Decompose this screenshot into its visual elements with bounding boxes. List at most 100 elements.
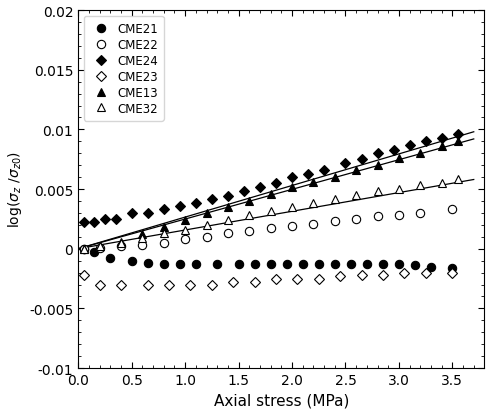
- Legend: CME21, CME22, CME24, CME23, CME13, CME32: CME21, CME22, CME24, CME23, CME13, CME32: [84, 17, 164, 121]
- CME24: [209, 197, 215, 202]
- CME32: [246, 213, 252, 218]
- CME24: [439, 136, 444, 141]
- CME32: [455, 178, 461, 183]
- CME24: [113, 217, 119, 222]
- CME32: [203, 223, 209, 228]
- CME32: [118, 241, 124, 246]
- CME13: [289, 185, 295, 190]
- CME21: [214, 262, 220, 267]
- CME21: [107, 256, 113, 261]
- CME22: [449, 207, 455, 212]
- CME22: [81, 247, 87, 252]
- CME22: [374, 214, 380, 219]
- CME21: [161, 262, 167, 267]
- CME22: [353, 217, 359, 222]
- Line: CME23: CME23: [80, 269, 456, 288]
- CME23: [449, 271, 455, 275]
- CME21: [300, 262, 306, 267]
- CME24: [177, 204, 183, 209]
- CME21: [380, 262, 386, 267]
- CME32: [289, 205, 295, 210]
- CME23: [401, 271, 407, 275]
- CME22: [140, 243, 146, 248]
- CME23: [337, 274, 343, 279]
- CME23: [97, 282, 102, 287]
- CME24: [161, 207, 167, 212]
- CME13: [396, 156, 402, 161]
- CME22: [417, 211, 423, 216]
- CME32: [140, 236, 146, 241]
- CME22: [268, 226, 273, 231]
- CME32: [225, 218, 231, 223]
- CME24: [145, 211, 150, 216]
- CME24: [407, 143, 413, 148]
- CME23: [81, 273, 87, 278]
- CME13: [353, 168, 359, 173]
- CME21: [364, 262, 370, 267]
- CME21: [284, 262, 290, 267]
- CME32: [332, 197, 338, 202]
- CME24: [241, 190, 247, 195]
- CME22: [289, 224, 295, 229]
- CME24: [225, 194, 231, 199]
- CME23: [423, 271, 429, 275]
- CME13: [311, 180, 317, 185]
- CME21: [252, 262, 258, 267]
- CME21: [268, 262, 273, 267]
- CME32: [268, 209, 273, 214]
- CME32: [396, 187, 402, 192]
- CME13: [81, 247, 87, 252]
- CME24: [305, 172, 311, 177]
- CME23: [252, 280, 258, 285]
- CME23: [230, 280, 236, 285]
- CME22: [203, 235, 209, 240]
- Line: CME24: CME24: [80, 131, 461, 226]
- CME13: [182, 218, 188, 223]
- CME22: [396, 213, 402, 218]
- CME21: [177, 262, 183, 267]
- CME21: [316, 262, 322, 267]
- CME13: [455, 140, 461, 145]
- CME22: [118, 244, 124, 249]
- CME13: [439, 144, 444, 149]
- CME22: [161, 241, 167, 246]
- CME23: [145, 282, 150, 287]
- CME24: [81, 221, 87, 225]
- CME23: [188, 282, 194, 287]
- CME32: [417, 183, 423, 188]
- CME24: [359, 157, 365, 162]
- CME24: [374, 152, 380, 157]
- CME24: [273, 181, 279, 186]
- CME32: [97, 244, 102, 249]
- CME13: [225, 205, 231, 210]
- CME24: [391, 148, 396, 153]
- CME32: [374, 190, 380, 195]
- CME24: [423, 140, 429, 145]
- CME21: [193, 262, 199, 267]
- CME23: [273, 276, 279, 281]
- CME21: [129, 259, 135, 263]
- Y-axis label: log($\sigma$$_z$ /$\sigma$$_{z0}$): log($\sigma$$_z$ /$\sigma$$_{z0}$): [5, 151, 24, 228]
- CME21: [81, 247, 87, 252]
- CME24: [257, 185, 263, 190]
- CME23: [316, 276, 322, 281]
- CME22: [182, 237, 188, 242]
- CME32: [161, 231, 167, 236]
- CME13: [268, 192, 273, 197]
- CME21: [396, 262, 402, 267]
- CME13: [332, 175, 338, 180]
- CME13: [374, 163, 380, 168]
- CME32: [311, 202, 317, 206]
- CME32: [182, 228, 188, 233]
- CME32: [353, 193, 359, 198]
- CME13: [417, 152, 423, 157]
- CME21: [428, 264, 434, 269]
- CME24: [321, 168, 327, 173]
- CME13: [118, 240, 124, 244]
- CME24: [193, 202, 199, 206]
- CME24: [343, 161, 348, 166]
- X-axis label: Axial stress (MPa): Axial stress (MPa): [214, 392, 349, 408]
- Line: CME21: CME21: [79, 245, 457, 272]
- CME13: [161, 225, 167, 230]
- Line: CME32: CME32: [79, 176, 462, 253]
